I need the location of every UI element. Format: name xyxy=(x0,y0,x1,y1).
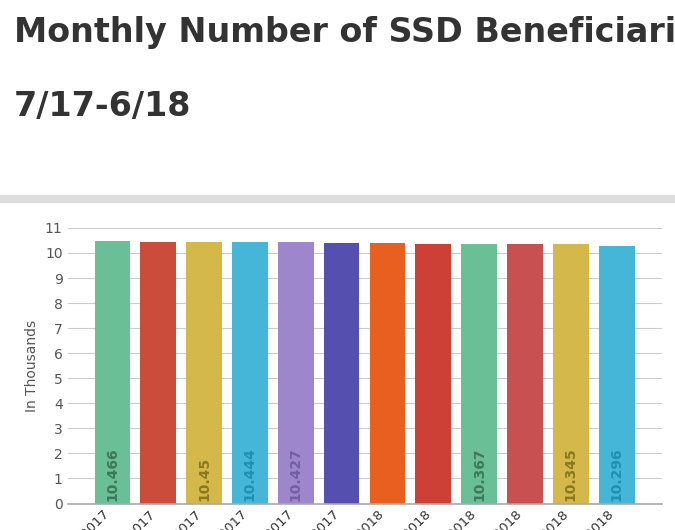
Text: 10.361: 10.361 xyxy=(518,448,532,501)
Bar xyxy=(461,244,497,504)
Bar xyxy=(95,241,130,504)
Bar xyxy=(140,242,176,504)
Y-axis label: In Thousands: In Thousands xyxy=(26,320,39,412)
Text: 10.367: 10.367 xyxy=(472,448,486,501)
Text: Monthly Number of SSD Beneficiaries: Monthly Number of SSD Beneficiaries xyxy=(14,16,675,49)
Bar xyxy=(553,244,589,504)
Text: 10.427: 10.427 xyxy=(289,448,303,501)
Bar xyxy=(232,242,268,504)
Text: 10.376: 10.376 xyxy=(426,448,440,501)
Text: 10.457: 10.457 xyxy=(151,448,165,501)
Text: 10.391: 10.391 xyxy=(381,448,394,501)
Text: 7/17-6/18: 7/17-6/18 xyxy=(14,90,191,123)
Bar xyxy=(369,243,405,504)
Bar xyxy=(278,242,314,504)
Text: 10.411: 10.411 xyxy=(335,448,348,501)
Text: 10.45: 10.45 xyxy=(197,457,211,501)
Text: 10.296: 10.296 xyxy=(610,448,624,501)
Bar xyxy=(324,243,360,504)
Bar xyxy=(415,243,451,504)
Text: 10.345: 10.345 xyxy=(564,448,578,501)
Text: 10.466: 10.466 xyxy=(105,448,119,501)
Bar xyxy=(507,244,543,504)
Text: 10.444: 10.444 xyxy=(243,448,257,501)
Bar xyxy=(599,245,634,504)
Bar xyxy=(186,242,222,504)
